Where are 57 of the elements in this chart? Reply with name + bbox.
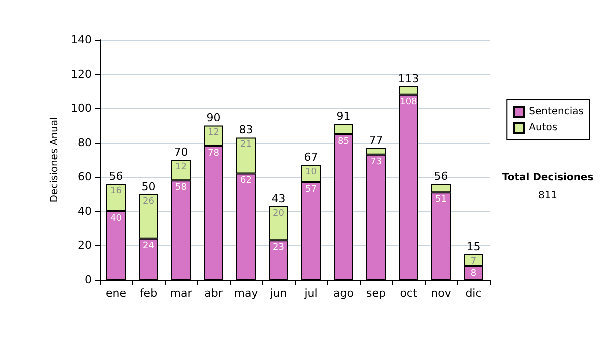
total-label: 15: [466, 240, 481, 254]
data-label: 40: [110, 214, 122, 224]
data-label: 85: [338, 136, 350, 147]
x-tick-label: may: [234, 287, 259, 300]
y-tick-label: 0: [85, 274, 92, 286]
y-tick-label: 20: [78, 239, 92, 252]
data-label: 12: [176, 162, 187, 172]
data-label: 78: [208, 148, 220, 159]
x-tick-label: feb: [140, 287, 158, 300]
data-label: 24: [143, 241, 155, 252]
data-label: 108: [400, 97, 418, 108]
legend-label: Sentencias: [529, 106, 584, 118]
x-tick-label: jul: [304, 287, 318, 300]
data-label: 57: [306, 184, 317, 195]
x-tick-label: mar: [170, 287, 193, 300]
text: Total Decisiones: [502, 172, 594, 184]
data-label: 12: [208, 128, 220, 138]
data-label: 10: [306, 168, 318, 178]
data-label: 7: [470, 256, 477, 267]
legend-label: Autos: [529, 122, 558, 134]
data-label: 73: [370, 157, 382, 168]
total-label: 56: [434, 170, 448, 183]
data-label: 20: [273, 208, 285, 219]
total-label: 91: [336, 110, 351, 123]
data-label: 8: [470, 268, 477, 279]
text: 811: [538, 190, 558, 202]
data-label: 21: [240, 140, 252, 150]
total-label: 77: [369, 134, 384, 147]
data-label: 58: [176, 183, 188, 194]
y-tick-label: 80: [78, 136, 92, 150]
y-tick-label: 100: [71, 102, 92, 116]
x-tick-label: oct: [400, 287, 418, 300]
y-axis-title: Decisiones Anual: [50, 117, 61, 203]
data-label: 62: [240, 176, 252, 186]
x-tick-label: abr: [204, 287, 224, 300]
total-label: 56: [109, 170, 124, 183]
data-label: 16: [110, 186, 122, 196]
data-label: 23: [273, 243, 284, 254]
total-label: 90: [206, 112, 221, 125]
total-label: 43: [272, 192, 286, 206]
x-tick-label: ago: [334, 287, 354, 300]
total-label: 67: [304, 151, 318, 164]
x-tick-label: jun: [269, 287, 288, 300]
x-tick-label: nov: [431, 287, 452, 300]
total-label: 50: [142, 180, 156, 194]
total-label: 83: [239, 124, 254, 137]
x-tick-label: ene: [106, 287, 127, 300]
total-label: 70: [174, 146, 188, 159]
y-tick-label: 40: [78, 204, 92, 218]
data-label: 51: [436, 195, 447, 206]
x-tick-label: dic: [466, 287, 482, 300]
y-tick-label: 140: [71, 34, 92, 46]
total-label: 113: [398, 72, 420, 86]
y-tick-label: 120: [71, 68, 92, 81]
data-label: 26: [143, 196, 155, 207]
y-tick-label: 60: [78, 170, 92, 184]
x-tick-label: sep: [366, 287, 386, 300]
